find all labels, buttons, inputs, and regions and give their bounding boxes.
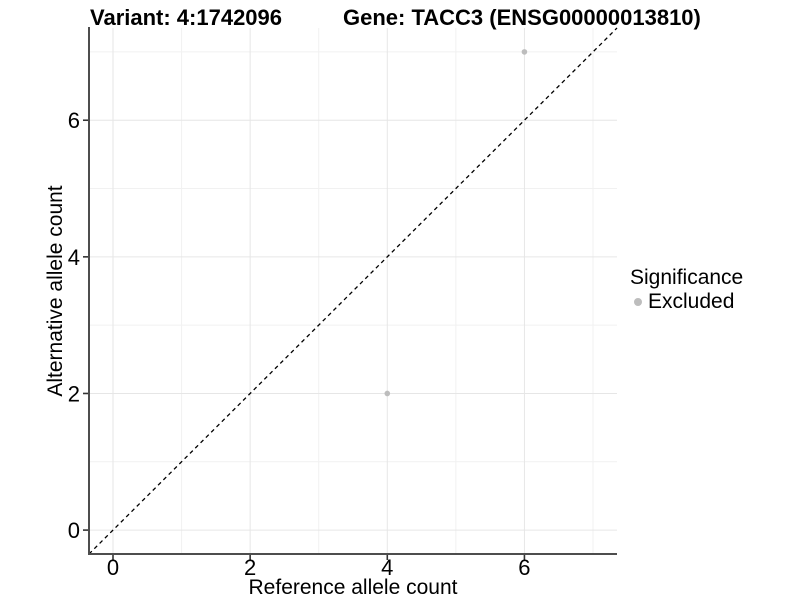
legend-entry-excluded: Excluded [634, 290, 743, 314]
data-point [521, 49, 528, 55]
data-point [384, 390, 391, 397]
legend-title: Significance [630, 266, 744, 289]
y-tick-label: 0 [68, 518, 80, 543]
y-axis-title: Alternative allele count [44, 185, 67, 397]
x-axis-title: Reference allele count [248, 576, 458, 599]
legend: Significance Excluded [630, 266, 743, 314]
legend-entry-label: Excluded [648, 290, 735, 313]
x-tick-label: 4 [381, 555, 393, 580]
identity-dashed-line [88, 27, 618, 555]
x-tick-label: 0 [107, 555, 119, 580]
excluded-point-icon [634, 298, 642, 306]
variant-title: Variant: 4:1742096 [90, 5, 283, 30]
gene-title: Gene: TACC3 (ENSG00000013810) [343, 5, 701, 30]
x-tick-label: 2 [244, 555, 256, 580]
y-tick-label: 2 [68, 381, 80, 406]
y-tick-label: 4 [68, 245, 80, 270]
x-tick-label: 6 [518, 555, 530, 580]
y-tick-label: 6 [68, 108, 80, 133]
